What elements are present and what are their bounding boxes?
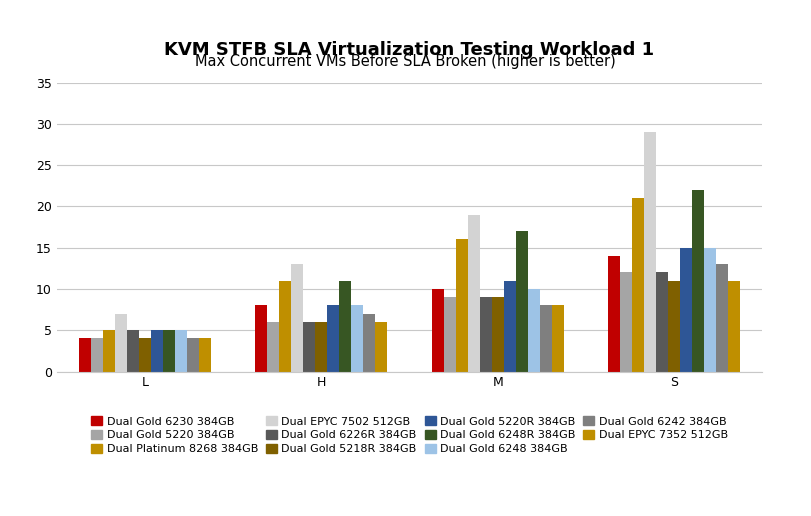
Bar xyxy=(504,281,516,372)
Bar xyxy=(608,256,620,372)
Bar xyxy=(103,330,115,372)
Legend: Dual Gold 6230 384GB, Dual Gold 5220 384GB, Dual Platinum 8268 384GB, Dual EPYC : Dual Gold 6230 384GB, Dual Gold 5220 384… xyxy=(87,412,732,459)
Bar xyxy=(328,305,339,372)
Bar xyxy=(339,281,351,372)
Bar xyxy=(315,322,328,372)
Bar xyxy=(692,190,704,372)
Bar xyxy=(303,322,315,372)
Bar xyxy=(151,330,163,372)
Bar xyxy=(644,132,656,372)
Bar xyxy=(468,215,480,372)
Bar xyxy=(255,305,268,372)
Bar xyxy=(139,338,151,372)
Bar xyxy=(551,305,564,372)
Bar xyxy=(620,272,632,372)
Bar xyxy=(163,330,175,372)
Bar xyxy=(456,239,468,372)
Bar xyxy=(516,231,528,372)
Bar xyxy=(656,272,668,372)
Bar xyxy=(632,198,644,372)
Bar xyxy=(279,281,291,372)
Bar xyxy=(728,281,740,372)
Bar xyxy=(79,338,91,372)
Bar xyxy=(268,322,279,372)
Bar xyxy=(528,289,540,372)
Bar xyxy=(91,338,103,372)
Bar xyxy=(480,297,491,372)
Bar xyxy=(127,330,139,372)
Bar xyxy=(444,297,456,372)
Bar xyxy=(668,281,680,372)
Title: KVM STFB SLA Virtualization Testing Workload 1: KVM STFB SLA Virtualization Testing Work… xyxy=(165,41,654,59)
Bar xyxy=(491,297,504,372)
Bar xyxy=(363,314,375,372)
Bar xyxy=(199,338,211,372)
Bar xyxy=(540,305,551,372)
Bar xyxy=(716,264,728,372)
Bar xyxy=(187,338,199,372)
Bar xyxy=(680,248,692,372)
Bar xyxy=(431,289,444,372)
Bar xyxy=(704,248,716,372)
Bar xyxy=(115,314,127,372)
Bar xyxy=(291,264,303,372)
Bar xyxy=(175,330,187,372)
Text: Max Concurrent VMs Before SLA Broken (higher is better): Max Concurrent VMs Before SLA Broken (hi… xyxy=(195,54,616,69)
Bar xyxy=(351,305,363,372)
Bar xyxy=(375,322,388,372)
